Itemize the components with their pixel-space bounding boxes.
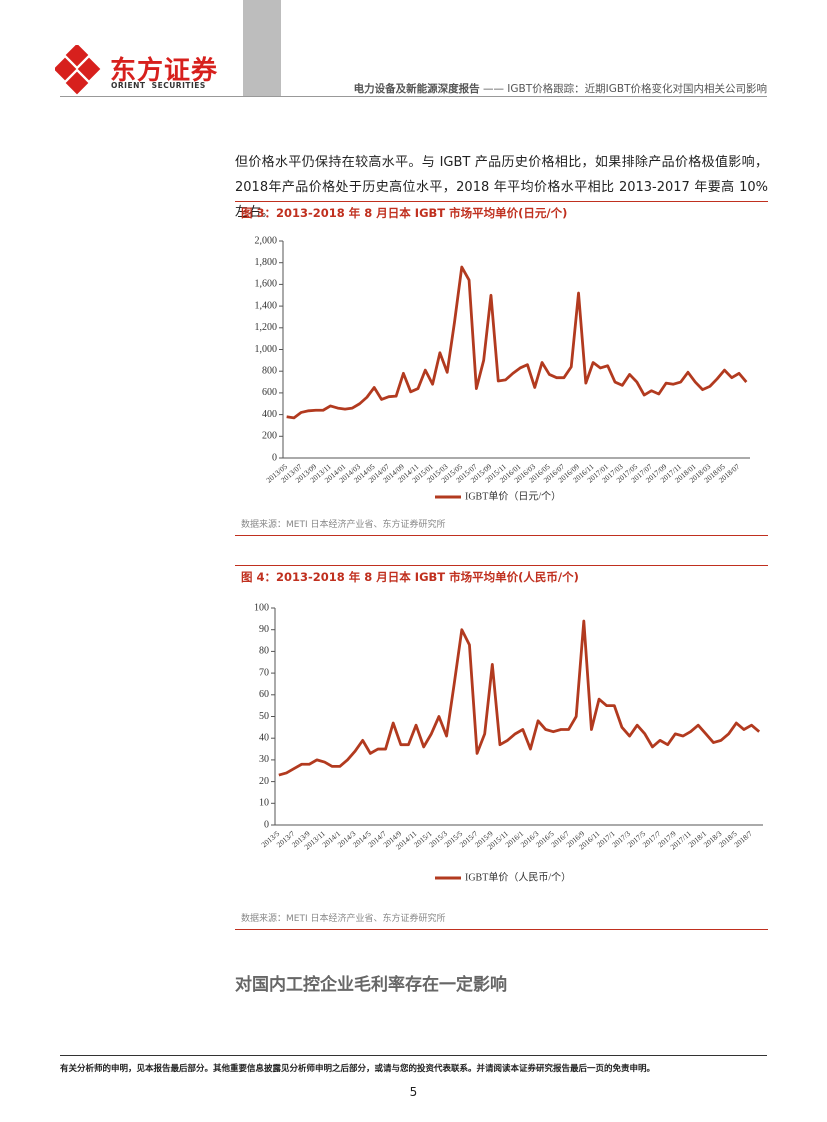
y-tick-label: 10 [259,798,269,809]
figure-source: 数据来源：METI 日本经济产业省、东方证券研究所 [241,914,446,924]
chart: 01020304050607080901002013/52013/72013/9… [254,602,763,883]
report-type: 电力设备及新能源深度报告 [353,83,480,95]
figure-caption: 图 4：2013-2018 年 8 月日本 IGBT 市场平均单价(人民币/个) [241,570,579,584]
y-tick-label: 600 [262,387,277,398]
y-tick-label: 2,000 [255,235,278,246]
y-tick-label: 0 [272,452,277,463]
figure-rule [235,565,768,566]
y-tick-label: 1,800 [255,257,278,268]
y-tick-label: 1,400 [255,300,278,311]
y-tick-label: 1,600 [255,279,278,290]
y-tick-label: 0 [264,819,269,830]
y-tick-label: 50 [259,711,269,722]
y-tick-label: 100 [254,602,269,613]
header-rule [60,96,767,97]
footer-rule [60,1055,767,1056]
y-tick-label: 400 [262,409,277,420]
y-tick-label: 1,200 [255,322,278,333]
disclaimer: 有关分析师的申明，见本报告最后部分。其他重要信息披露见分析师申明之后部分，或请与… [60,1064,656,1074]
figure-rule [235,929,768,930]
logo-cn: 东方证券 [110,56,219,86]
y-tick-label: 30 [259,754,269,765]
y-tick-label: 40 [259,732,269,743]
paragraph: 但价格水平仍保持在较高水平。与 IGBT 产品历史价格相比，如果排除产品价格极值… [235,155,768,220]
figure-rule [235,201,768,202]
logo-en: ORIENT SECURITIES [111,81,206,90]
y-tick-label: 20 [259,776,269,787]
y-tick-label: 200 [262,431,277,442]
legend-label: IGBT单价（人民币/个） [465,871,571,883]
figure-caption: 图 3：2013-2018 年 8 月日本 IGBT 市场平均单价(日元/个) [241,206,568,220]
header-bar [243,0,281,96]
page-number: 5 [409,1085,418,1099]
y-tick-label: 80 [259,646,269,657]
legend-label: IGBT单价（日元/个） [465,490,561,502]
y-tick-label: 800 [262,365,277,376]
line [278,619,761,777]
y-tick-label: 70 [259,667,269,678]
figure-source: 数据来源：METI 日本经济产业省、东方证券研究所 [241,520,446,530]
chart: 0 200 400 600 800 1,000 1,200 1,400 1,600 1,800 2,… [255,235,750,502]
section-heading: 对国内工控企业毛利率存在一定影响 [235,975,507,995]
report-title: —— IGBT价格跟踪：近期IGBT价格变化对国内相关公司影响 [482,83,767,95]
header-text: 电力设备及新能源深度报告 —— IGBT价格跟踪：近期IGBT价格变化对国内相关… [354,81,767,96]
logo-mark [55,45,101,95]
y-tick-label: 90 [259,624,269,635]
line [286,265,748,420]
y-tick-label: 60 [259,689,269,700]
y-tick-label: 1,000 [255,344,278,355]
x-tick-label: 2018/7 [732,829,754,849]
figure-rule [235,535,768,536]
